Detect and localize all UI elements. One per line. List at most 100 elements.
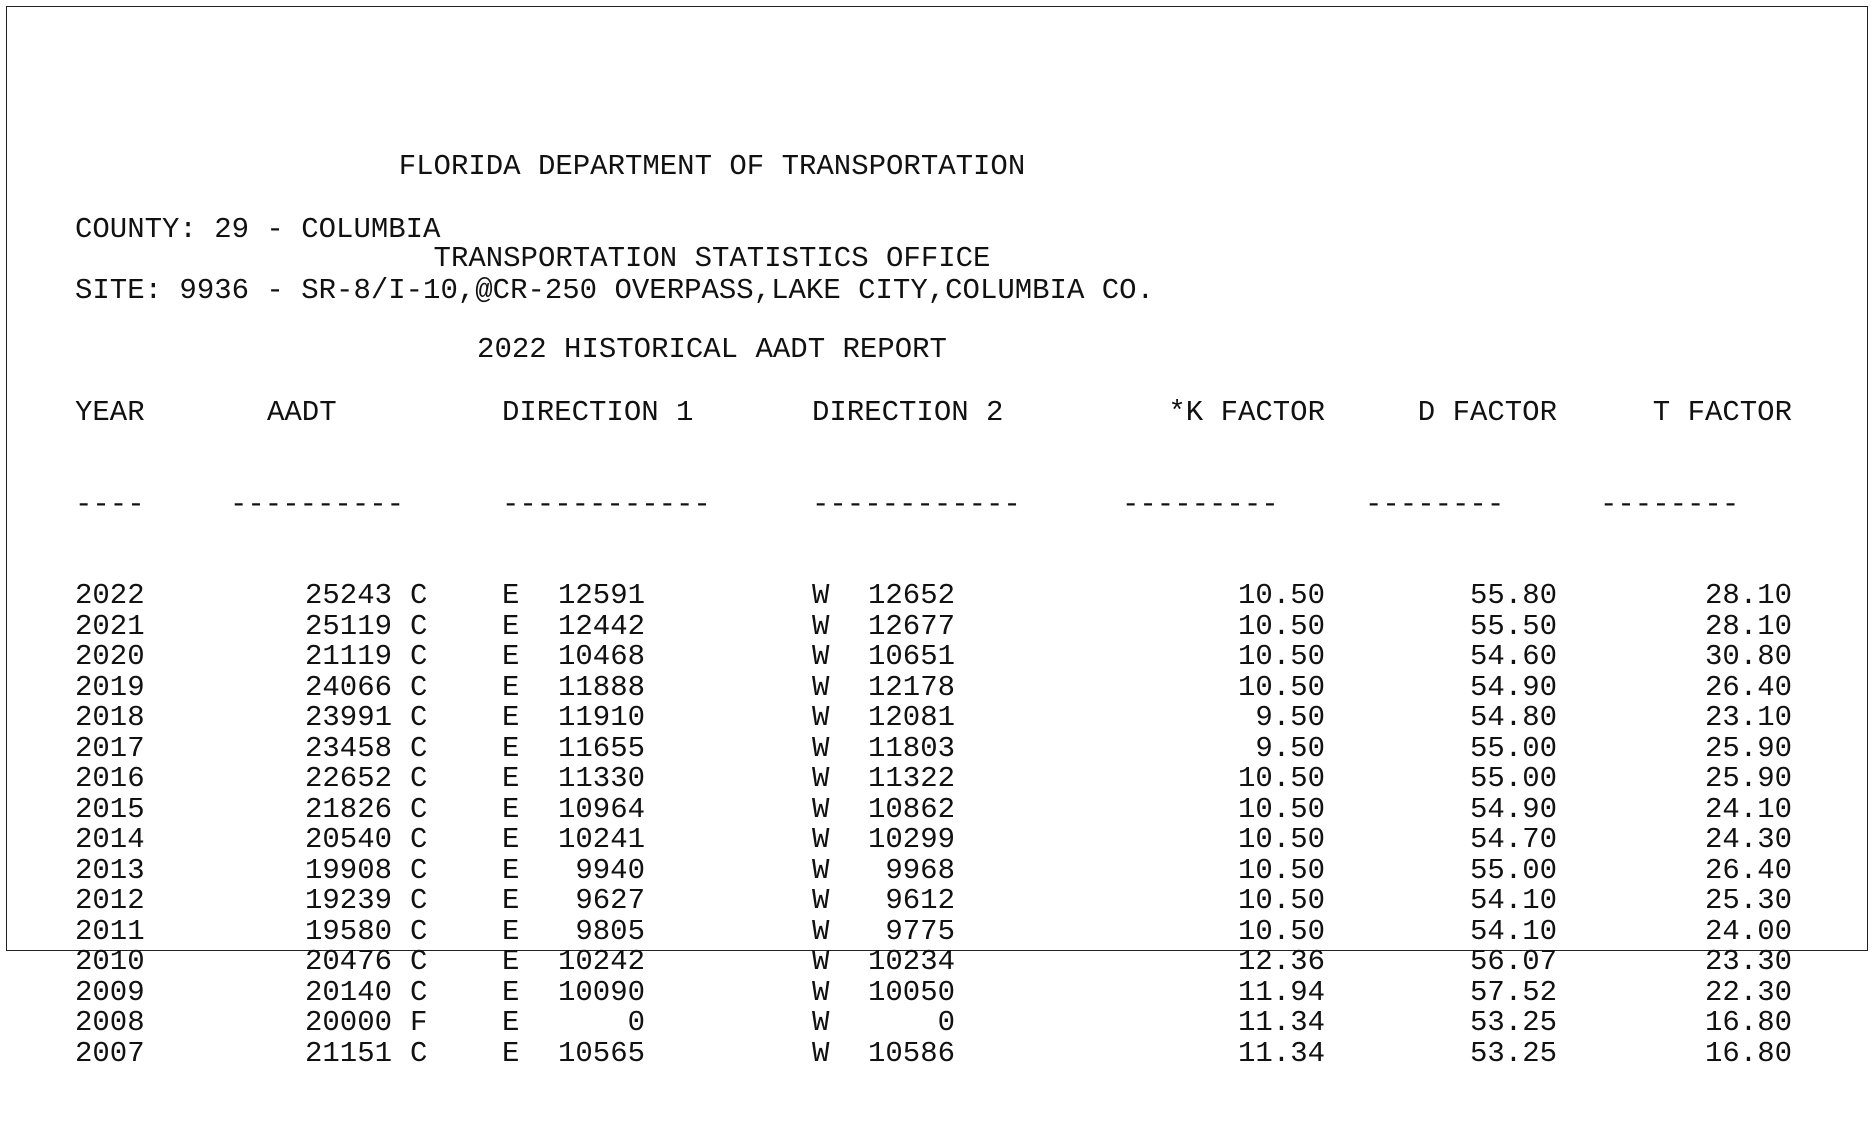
cell-year: 2009 <box>75 975 145 1009</box>
table-row: 2022 25243 C E 12591 W 12652 10.50 55.80 28.10 <box>75 579 1792 612</box>
cell-t-factor: 24.10 <box>1704 792 1792 826</box>
cell-d-factor: 54.90 <box>1469 792 1557 826</box>
cell-aadt: 24066 <box>304 670 392 704</box>
site-line: SITE: 9936 - SR-8/I-10,@CR-250 OVERPASS,… <box>75 274 1154 307</box>
cell-d-factor: 55.80 <box>1469 579 1557 612</box>
cell-t-factor: 30.80 <box>1704 640 1792 673</box>
cell-aadt: 25243 <box>304 579 392 612</box>
cell-t-factor: 23.30 <box>1704 945 1792 978</box>
report-frame: FLORIDA DEPARTMENT OF TRANSPORTATION TRA… <box>6 6 1868 1068</box>
cell-k-factor: 10.50 <box>1237 884 1325 917</box>
cell-dir2-code: W <box>812 670 830 704</box>
cell-d-factor: 54.10 <box>1469 884 1557 917</box>
cell-t-factor: 22.30 <box>1704 975 1792 1009</box>
county-line: COUNTY: 29 - COLUMBIA <box>75 213 441 246</box>
cell-aadt: 23991 <box>304 701 392 734</box>
aadt-table: YEAR AADT DIRECTION 1 DIRECTION 2 *K FAC… <box>75 337 1792 1130</box>
cell-dir1-code: E <box>502 945 520 978</box>
cell-qual: C <box>410 884 428 917</box>
cell-year: 2015 <box>75 792 145 826</box>
cell-dir1-code: E <box>502 640 520 673</box>
cell-t-factor: 26.40 <box>1704 670 1792 704</box>
cell-t-factor: 25.30 <box>1704 884 1792 917</box>
cell-dir2-value: 12081 <box>867 701 955 734</box>
cell-year: 2011 <box>75 914 145 948</box>
cell-qual: C <box>410 701 428 734</box>
cell-qual: C <box>410 670 428 704</box>
col-aadt-header: AADT <box>267 396 337 429</box>
cell-d-factor: 57.52 <box>1469 975 1557 1009</box>
cell-qual: C <box>410 609 428 643</box>
cell-dir2-value: 9612 <box>885 884 955 917</box>
cell-aadt: 19239 <box>304 884 392 917</box>
cell-qual: C <box>410 1036 428 1070</box>
cell-dir2-value: 10234 <box>867 945 955 978</box>
cell-k-factor: 10.50 <box>1237 609 1325 643</box>
cell-qual: C <box>410 945 428 978</box>
cell-year: 2022 <box>75 579 145 612</box>
cell-dir1-code: E <box>502 731 520 765</box>
header-line-3: 2022 HISTORICAL AADT REPORT <box>477 333 947 366</box>
cell-t-factor: 16.80 <box>1704 1006 1792 1039</box>
cell-dir1-code: E <box>502 792 520 826</box>
cell-t-factor: 24.30 <box>1704 823 1792 856</box>
cell-dir1-value: 10242 <box>557 945 645 978</box>
cell-dir1-value: 10964 <box>557 792 645 826</box>
table-row: 2015 21826 C E 10964 W 10862 10.50 54.90 24.10 <box>75 792 1792 826</box>
cell-k-factor: 11.94 <box>1237 975 1325 1009</box>
cell-dir1-code: E <box>502 579 520 612</box>
cell-dir2-value: 12652 <box>867 579 955 612</box>
cell-dir2-code: W <box>812 884 830 917</box>
cell-dir1-code: E <box>502 853 520 887</box>
cell-year: 2010 <box>75 945 145 978</box>
cell-dir1-code: E <box>502 609 520 643</box>
cell-dir1-value: 10090 <box>557 975 645 1009</box>
cell-d-factor: 54.80 <box>1469 701 1557 734</box>
cell-k-factor: 10.50 <box>1237 853 1325 887</box>
table-row: 2008 20000 F E 0 W 0 11.34 53.25 16.80 <box>75 1007 1792 1039</box>
cell-aadt: 20476 <box>304 945 392 978</box>
cell-qual: C <box>410 823 428 856</box>
cell-dir2-code: W <box>812 792 830 826</box>
table-divider-row: ---- ---------- ------------ -----------… <box>75 487 1739 521</box>
cell-k-factor: 12.36 <box>1237 945 1325 978</box>
cell-dir2-code: W <box>812 1036 830 1070</box>
cell-year: 2007 <box>75 1036 145 1070</box>
cell-year: 2019 <box>75 670 145 704</box>
report-header: FLORIDA DEPARTMENT OF TRANSPORTATION TRA… <box>7 91 1417 427</box>
cell-dir1-code: E <box>502 914 520 948</box>
cell-qual: C <box>410 579 428 612</box>
cell-dir2-value: 0 <box>937 1006 955 1039</box>
cell-aadt: 22652 <box>304 762 392 795</box>
cell-k-factor: 10.50 <box>1237 914 1325 948</box>
cell-aadt: 21151 <box>304 1036 392 1070</box>
table-row: 2016 22652 C E 11330 W 11322 10.50 55.00 25.90 <box>75 763 1792 795</box>
cell-qual: C <box>410 975 428 1009</box>
table-row: 2021 25119 C E 12442 W 12677 10.50 55.50 28.10 <box>75 611 1792 643</box>
cell-dir1-code: E <box>502 1036 520 1070</box>
divider-year: ---- <box>75 487 145 521</box>
col-dir2-header: DIRECTION 2 <box>812 396 1004 429</box>
cell-d-factor: 55.50 <box>1469 609 1557 643</box>
cell-aadt: 23458 <box>304 731 392 765</box>
cell-dir2-code: W <box>812 853 830 887</box>
table-body: 2022 25243 C E 12591 W 12652 10.50 55.80 28.10 202… <box>75 579 1792 1070</box>
cell-dir1-value: 9805 <box>575 914 645 948</box>
cell-aadt: 19908 <box>304 853 392 887</box>
cell-dir2-value: 9968 <box>885 853 955 887</box>
cell-year: 2018 <box>75 701 145 734</box>
cell-year: 2017 <box>75 731 145 765</box>
cell-t-factor: 25.90 <box>1704 762 1792 795</box>
cell-dir2-value: 10050 <box>867 975 955 1009</box>
cell-qual: C <box>410 914 428 948</box>
cell-dir1-value: 10468 <box>557 640 645 673</box>
cell-dir2-value: 12677 <box>867 609 955 643</box>
cell-d-factor: 53.25 <box>1469 1006 1557 1039</box>
cell-dir2-code: W <box>812 914 830 948</box>
cell-dir2-code: W <box>812 609 830 643</box>
cell-aadt: 25119 <box>304 609 392 643</box>
cell-t-factor: 23.10 <box>1704 701 1792 734</box>
cell-qual: C <box>410 640 428 673</box>
divider-aadt: ---------- <box>230 487 405 521</box>
cell-dir2-value: 10586 <box>867 1036 955 1070</box>
